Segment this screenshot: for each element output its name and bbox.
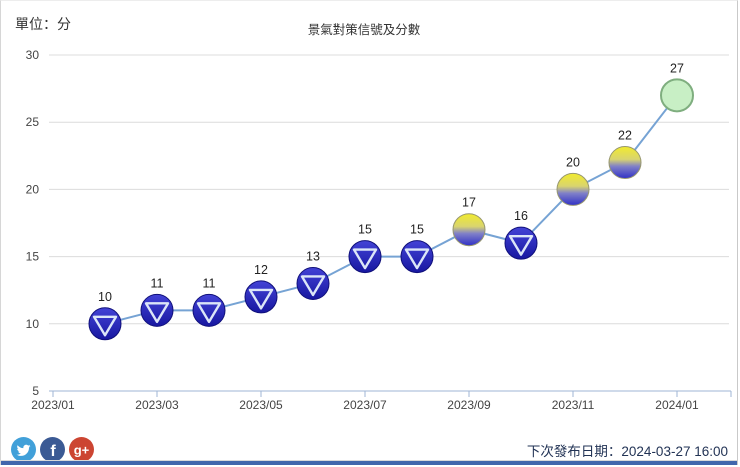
x-tick-label: 2023/05	[239, 398, 283, 412]
data-point-label: 15	[410, 223, 424, 237]
data-point-marker[interactable]	[608, 146, 642, 180]
data-point-label: 20	[566, 155, 580, 169]
x-tick-label: 2024/01	[655, 398, 699, 412]
y-tick-label: 10	[26, 317, 40, 331]
data-point-label: 15	[358, 223, 372, 237]
data-point-marker[interactable]	[556, 172, 590, 206]
data-point-marker[interactable]	[504, 226, 538, 260]
y-tick-label: 20	[26, 182, 40, 196]
y-tick-label: 25	[26, 115, 40, 129]
x-tick-label: 2023/03	[135, 398, 179, 412]
data-point-label: 27	[670, 61, 684, 75]
data-point-label: 11	[151, 276, 164, 290]
data-point-marker[interactable]	[296, 266, 330, 300]
svg-text:g+: g+	[74, 443, 90, 458]
social-icons: f g+	[11, 437, 94, 462]
series-line	[104, 94, 678, 325]
next-release-date: 下次發布日期：2024-03-27 16:00	[526, 444, 728, 459]
data-point-label: 22	[618, 129, 632, 143]
data-point-label: 17	[462, 196, 476, 210]
data-point-label: 16	[514, 209, 528, 223]
y-tick-label: 5	[32, 384, 39, 398]
data-point-label: 13	[306, 249, 320, 263]
x-tick-label: 2023/07	[343, 398, 387, 412]
x-tick-label: 2023/11	[552, 398, 595, 412]
unit-label: 單位：分	[15, 16, 71, 32]
data-point-marker[interactable]	[244, 280, 278, 314]
data-point-marker[interactable]	[452, 213, 486, 247]
svg-text:f: f	[50, 443, 56, 460]
x-tick-label: 2023/09	[447, 398, 491, 412]
bottom-bar	[1, 460, 737, 465]
twitter-icon[interactable]	[11, 437, 36, 462]
data-point-marker[interactable]	[88, 307, 122, 341]
x-tick-label: 2023/01	[31, 398, 75, 412]
google-plus-icon[interactable]: g+	[69, 437, 94, 462]
data-point-marker[interactable]	[400, 240, 434, 274]
data-point-marker[interactable]	[348, 240, 382, 274]
data-point-label: 12	[254, 263, 268, 277]
facebook-icon[interactable]: f	[40, 437, 65, 462]
data-point-marker[interactable]	[140, 293, 174, 327]
chart-title: 景氣對策信號及分數	[307, 23, 421, 37]
data-point-marker[interactable]	[660, 78, 694, 113]
data-point-label: 11	[203, 276, 216, 290]
y-tick-label: 30	[26, 48, 40, 62]
data-point-label: 10	[98, 290, 112, 304]
y-tick-label: 15	[26, 250, 40, 264]
data-point-marker[interactable]	[192, 293, 226, 327]
